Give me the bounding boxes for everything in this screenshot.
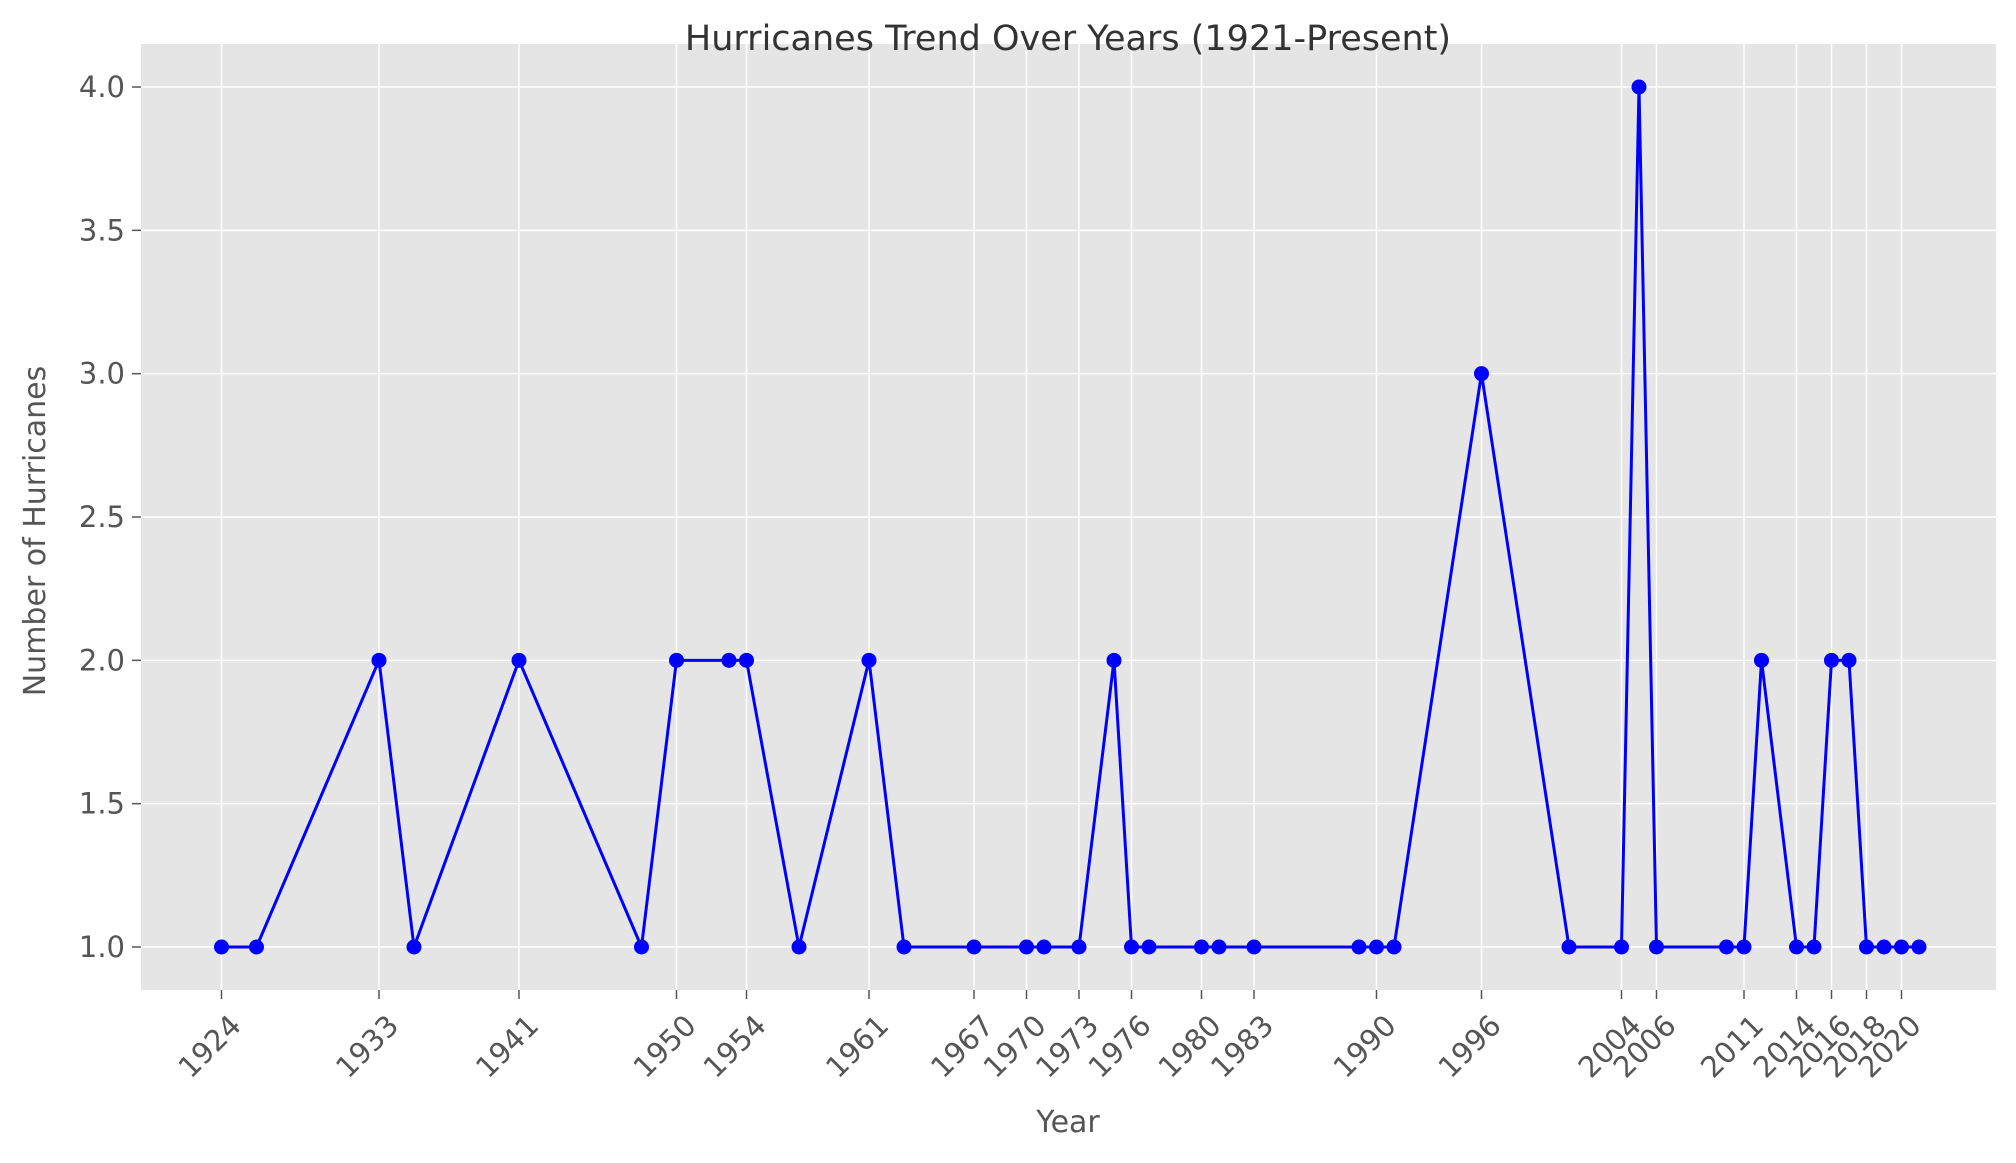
data-point	[214, 939, 229, 955]
data-point	[1911, 939, 1927, 955]
x-tick-label: 1976	[1081, 1008, 1157, 1084]
data-point	[861, 652, 877, 668]
data-point	[1474, 366, 1489, 382]
data-point	[1894, 939, 1909, 955]
data-point	[966, 939, 982, 955]
data-point	[1876, 939, 1892, 955]
data-point	[1824, 652, 1839, 668]
data-point	[1754, 652, 1769, 668]
y-tick-label: 4.0	[79, 70, 125, 104]
y-axis-label: Number of Hurricanes	[18, 366, 53, 697]
data-point	[791, 939, 807, 955]
x-tick-label: 1983	[1204, 1008, 1280, 1084]
data-point	[1019, 939, 1034, 955]
data-point	[371, 652, 387, 668]
data-point	[1789, 939, 1804, 955]
data-point	[1859, 939, 1874, 955]
data-point	[249, 939, 264, 955]
data-point	[669, 652, 684, 668]
x-tick-label: 1941	[469, 1008, 545, 1084]
x-tick-label: 1990	[1326, 1008, 1402, 1084]
data-point	[1841, 652, 1857, 668]
x-tick-label: 1954	[696, 1008, 772, 1084]
data-point	[1614, 939, 1629, 955]
data-point	[1369, 939, 1384, 955]
data-point	[739, 652, 754, 668]
series-layer	[214, 79, 1927, 955]
data-point	[1211, 939, 1227, 955]
chart-title: Hurricanes Trend Over Years (1921-Presen…	[685, 19, 1451, 59]
y-tick-label: 1.0	[79, 930, 125, 964]
x-axis-label: Year	[1035, 1105, 1100, 1140]
data-point	[896, 939, 912, 955]
data-point	[511, 652, 527, 668]
data-point	[1386, 939, 1402, 955]
data-point	[1106, 652, 1122, 668]
data-point	[1631, 79, 1647, 95]
x-tick-label: 1961	[819, 1008, 895, 1084]
data-point	[1124, 939, 1139, 955]
x-tick-label: 1950	[626, 1008, 702, 1084]
data-point	[721, 652, 737, 668]
x-tick-label: 1996	[1431, 1008, 1507, 1084]
y-tick-label: 1.5	[79, 787, 125, 821]
data-point	[1649, 939, 1664, 955]
data-point	[1071, 939, 1087, 955]
x-tick-label: 1924	[171, 1008, 247, 1084]
data-point	[1141, 939, 1157, 955]
data-point	[1561, 939, 1577, 955]
data-point	[1246, 939, 1262, 955]
data-point	[406, 939, 422, 955]
y-tick-label: 3.0	[79, 357, 125, 391]
data-point	[1736, 939, 1752, 955]
y-tick-label: 2.5	[79, 500, 125, 534]
data-point	[1036, 939, 1052, 955]
data-point	[1194, 939, 1209, 955]
data-point	[1719, 939, 1734, 955]
y-tick-label: 2.0	[79, 643, 125, 677]
y-tick-label: 3.5	[79, 213, 125, 247]
data-point	[1351, 939, 1367, 955]
data-point	[634, 939, 649, 955]
x-tick-label: 1933	[329, 1008, 405, 1084]
data-point	[1806, 939, 1822, 955]
